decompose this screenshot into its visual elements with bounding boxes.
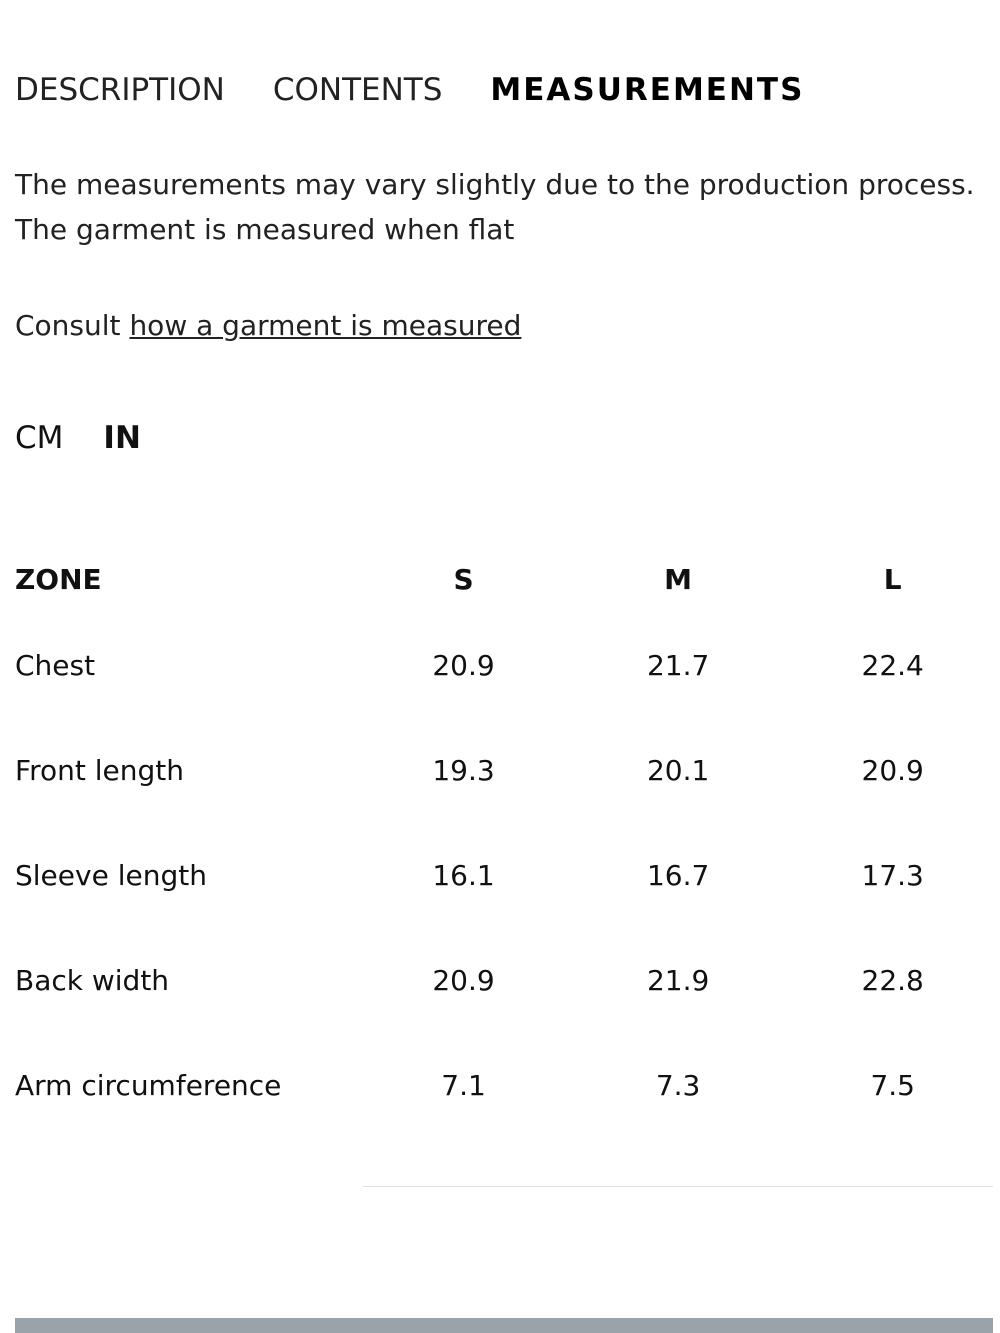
row: Chest 20.9 21.7 22.4: [15, 613, 1000, 718]
product-image: [15, 1318, 993, 1333]
unit[interactable]: IN: [103, 420, 141, 456]
cell: 17.3: [861, 859, 924, 892]
units: CM IN: [15, 420, 141, 456]
cell: 22.8: [861, 964, 924, 997]
tab[interactable]: DESCRIPTION: [15, 72, 225, 108]
text: Consult: [15, 309, 121, 342]
cell: 21.9: [646, 964, 710, 997]
cell: 7.5: [870, 1069, 915, 1102]
row: Arm circumference 7.1 7.3 7.5: [15, 1033, 1000, 1138]
size-table: ZONE S M L Chest 20.9 21.7 22.4 Front length 19.3…: [15, 545, 1000, 1138]
header-cell: ZONE: [15, 562, 102, 596]
divider: [363, 1186, 993, 1187]
table-body: Chest 20.9 21.7 22.4 Front length 19.3 20.1 20.…: [15, 613, 1000, 1138]
cell: Arm circumference: [15, 1069, 282, 1102]
cell: Chest: [15, 649, 96, 682]
tabs: DESCRIPTION CONTENTS MEASUREMENTS: [15, 72, 852, 108]
tab[interactable]: MEASUREMENTS: [490, 72, 805, 108]
intro: The measurements may vary slightly due t…: [15, 162, 975, 252]
cell: 16.1: [432, 859, 495, 892]
header-cell: L: [883, 562, 902, 596]
cell: Front length: [15, 754, 184, 787]
unit[interactable]: CM: [15, 420, 64, 456]
cell: 19.3: [432, 754, 495, 787]
consult: Consult how a garment is measured: [15, 303, 521, 348]
cell: 20.9: [432, 649, 495, 682]
text: The garment is measured when flat: [15, 213, 515, 246]
cell: 7.1: [441, 1069, 486, 1102]
cell: 20.9: [432, 964, 495, 997]
tab[interactable]: CONTENTS: [272, 72, 443, 108]
cell: 22.4: [861, 649, 924, 682]
cell: 7.3: [655, 1069, 701, 1102]
cell: 21.7: [646, 649, 710, 682]
header-cell: S: [453, 562, 474, 596]
header-row: ZONE S M L: [15, 545, 1000, 613]
cell: 20.1: [646, 754, 710, 787]
link[interactable]: how a garment is measured: [129, 309, 522, 342]
cell: Sleeve length: [15, 859, 207, 892]
header-cell: M: [664, 562, 693, 596]
row: Back width 20.9 21.9 22.8: [15, 928, 1000, 1033]
row: Sleeve length 16.1 16.7 17.3: [15, 823, 1000, 928]
text: The measurements may vary slightly due t…: [15, 168, 975, 201]
cell: 16.7: [646, 859, 710, 892]
cell: 20.9: [861, 754, 924, 787]
row: Front length 19.3 20.1 20.9: [15, 718, 1000, 823]
cell: Back width: [15, 964, 170, 997]
